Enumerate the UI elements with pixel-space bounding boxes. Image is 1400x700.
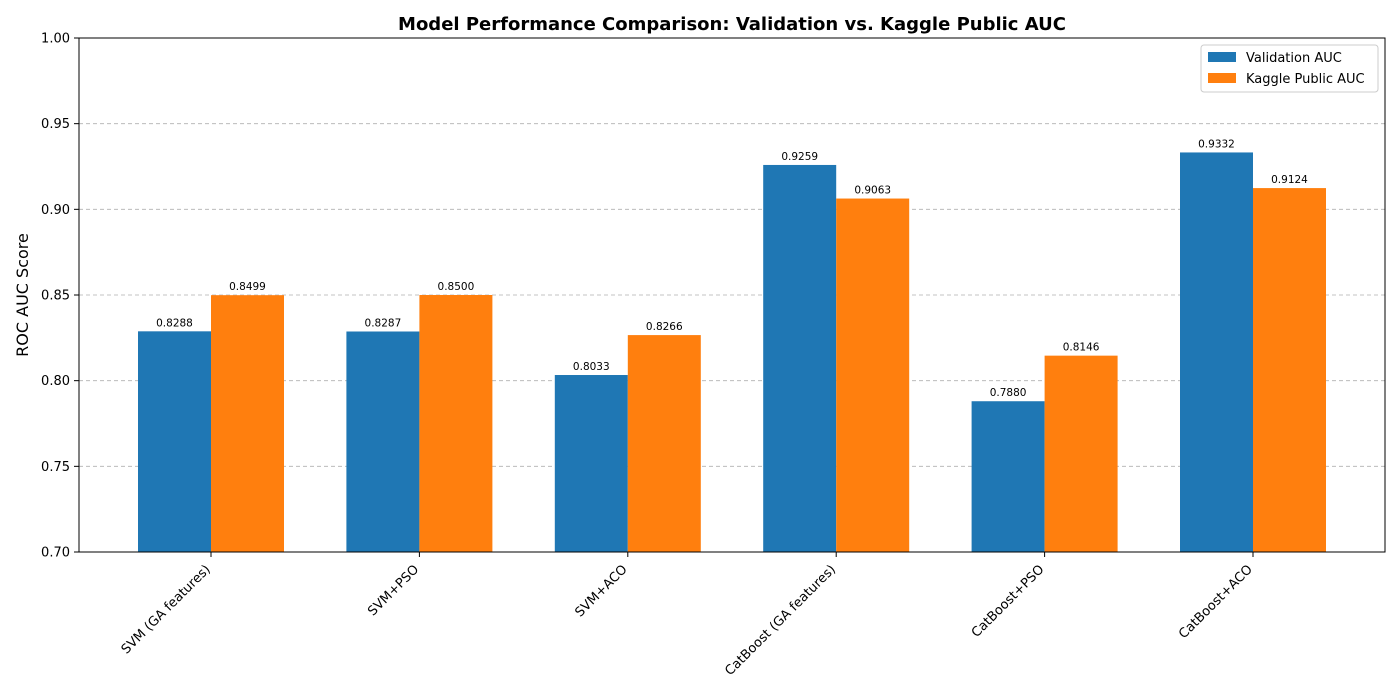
x-tick-label: CatBoost (GA features)	[722, 562, 839, 679]
bar-value-label: 0.8499	[229, 281, 266, 293]
bar-validation	[346, 331, 420, 552]
chart-title: Model Performance Comparison: Validation…	[398, 14, 1066, 35]
legend-swatch-kaggle	[1208, 73, 1236, 83]
x-tick-label: SVM (GA features)	[119, 562, 214, 657]
gridlines	[79, 123, 1385, 467]
bar-value-label: 0.8266	[646, 321, 683, 333]
bar-validation	[138, 331, 211, 552]
bar-value-label: 0.9124	[1271, 174, 1308, 186]
bar-value-label: 0.9063	[854, 185, 891, 197]
bar-kaggle	[627, 335, 701, 552]
y-axis-label: ROC AUC Score	[13, 233, 32, 357]
bar-value-label: 0.7880	[990, 387, 1027, 399]
bar-kaggle	[419, 295, 493, 552]
bar-kaggle	[1253, 188, 1326, 552]
bar-kaggle	[836, 198, 910, 552]
bar-kaggle	[1044, 355, 1118, 552]
bar-value-label: 0.8288	[156, 317, 193, 329]
bar-validation	[971, 401, 1045, 552]
y-tick-label: 0.75	[41, 460, 70, 475]
bar-value-label: 0.8287	[365, 317, 402, 329]
bar-value-label: 0.9332	[1198, 138, 1235, 150]
legend-swatch-validation	[1208, 52, 1236, 62]
data-labels: 0.8288 0.8499 0.8287 0.8500 0.8033 0.8266 0.92…	[156, 138, 1308, 399]
legend: Validation AUC Kaggle Public AUC	[1200, 44, 1379, 93]
bar-value-label: 0.8146	[1063, 342, 1100, 354]
bar-value-label: 0.8033	[573, 361, 610, 373]
y-axis-ticks: 0.70 0.75 0.80 0.85 0.90 0.95 1.00	[41, 32, 79, 561]
x-tick-label: CatBoost+PSO	[969, 562, 1048, 641]
bar-value-label: 0.9259	[781, 151, 818, 163]
x-tick-label: SVM+ACO	[572, 562, 630, 620]
bar-validation	[554, 375, 628, 552]
bars	[138, 152, 1326, 552]
bar-validation	[1180, 152, 1253, 552]
y-tick-label: 0.95	[41, 117, 70, 132]
y-tick-label: 0.70	[41, 546, 70, 561]
bar-value-label: 0.8500	[438, 281, 475, 293]
y-tick-label: 1.00	[41, 32, 70, 47]
legend-label-validation: Validation AUC	[1246, 51, 1342, 66]
x-tick-label: SVM+PSO	[365, 562, 422, 619]
legend-frame	[1200, 44, 1379, 93]
x-tick-label: CatBoost+ACO	[1176, 562, 1256, 642]
y-tick-label: 0.90	[41, 203, 70, 218]
legend-label-kaggle: Kaggle Public AUC	[1246, 72, 1365, 87]
y-tick-label: 0.80	[41, 374, 70, 389]
x-axis-ticks: SVM (GA features) SVM+PSO SVM+ACO CatBoost …	[119, 552, 1256, 679]
bar-kaggle	[211, 295, 284, 552]
y-tick-label: 0.85	[41, 289, 70, 304]
bar-validation	[763, 164, 837, 552]
